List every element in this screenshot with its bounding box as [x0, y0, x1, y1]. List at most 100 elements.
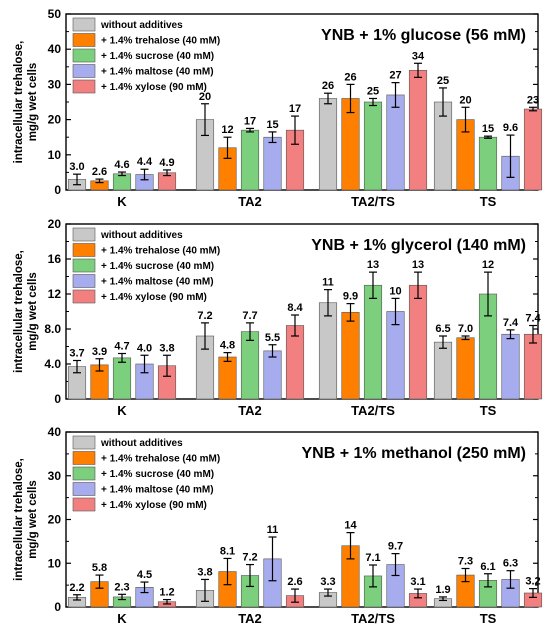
x-category-label: TS [480, 403, 497, 418]
legend-swatch [72, 497, 96, 512]
data-label: 26 [344, 71, 356, 83]
bar [240, 331, 260, 400]
x-category-label: TA2/TS [351, 403, 395, 418]
chart-panel: 0 4.0 8.0 12 16 20 intracellular trehalose, mg/… [13, 217, 543, 418]
data-label: 12 [482, 259, 494, 271]
bar [318, 302, 338, 400]
y-tick-label: 20 [48, 113, 62, 127]
data-label: 3.0 [69, 161, 84, 173]
legend-swatch [72, 227, 96, 242]
y-tick-label: 8.0 [44, 322, 61, 336]
data-label: 20 [459, 94, 471, 106]
data-label: 2.3 [114, 581, 129, 593]
bar [112, 173, 132, 191]
data-label: 2.2 [69, 582, 84, 594]
chart-panel: 0 10 20 30 40 intracellular trehalose, mg/g we… [13, 425, 543, 626]
legend-label: + 1.4% sucrose (40 mM) [101, 469, 214, 480]
data-label: 11 [322, 277, 334, 289]
bar [408, 284, 428, 400]
bar [433, 341, 453, 400]
data-label: 3.1 [410, 576, 425, 588]
legend-label: + 1.4% sucrose (40 mM) [101, 261, 214, 272]
y-tick-label: 50 [48, 7, 62, 21]
data-label: 9.7 [388, 541, 403, 553]
data-label: 4.7 [114, 341, 129, 353]
y-tick-label: 12 [48, 287, 62, 301]
data-label: 2.6 [287, 576, 302, 588]
bar [363, 284, 383, 400]
legend-label: + 1.4% maltose (40 mM) [101, 67, 214, 78]
bar [386, 94, 405, 191]
bar [501, 333, 520, 400]
y-tick-label: 0 [54, 600, 61, 614]
y-tick-label: 0 [54, 392, 61, 406]
bar [523, 333, 543, 400]
y-tick-label: 30 [48, 469, 62, 483]
x-category-label: TS [480, 611, 497, 626]
data-label: 25 [437, 75, 449, 87]
y-tick-label: 40 [48, 42, 62, 56]
data-label: 20 [199, 91, 211, 103]
data-label: 9.6 [503, 122, 518, 134]
data-label: 13 [412, 259, 424, 271]
bar [341, 312, 360, 400]
data-label: 17 [244, 115, 256, 127]
y-axis-label-line1: intracellular trehalose, [13, 41, 25, 164]
x-category-label: K [117, 194, 127, 209]
y-tick-label: 0 [54, 183, 61, 197]
data-label: 3.2 [525, 576, 540, 588]
legend-label: + 1.4% xylose (90 mM) [101, 500, 207, 511]
data-label: 25 [367, 85, 379, 97]
legend-swatch [72, 33, 96, 47]
data-label: 7.0 [458, 323, 473, 335]
legend-swatch [72, 64, 96, 78]
bar [523, 108, 543, 191]
y-tick-label: 20 [48, 217, 62, 231]
data-label: 14 [344, 520, 357, 532]
y-tick-label: 30 [48, 77, 62, 91]
y-tick-label: 10 [48, 556, 62, 570]
legend-swatch [72, 274, 96, 288]
x-category-label: TA2 [238, 403, 262, 418]
x-category-label: TS [480, 194, 497, 209]
data-label: 15 [266, 119, 278, 131]
data-label: 17 [289, 103, 301, 115]
legend-label: + 1.4% maltose (40 mM) [101, 485, 214, 496]
chart-title: YNB + 1% glycerol (140 mM) [311, 237, 526, 254]
legend-label: + 1.4% xylose (90 mM) [101, 82, 207, 93]
legend-label: without additives [100, 438, 183, 449]
bar [478, 136, 498, 191]
x-category-label: K [117, 611, 127, 626]
y-tick-label: 16 [48, 252, 62, 266]
y-axis-label-line1: intracellular trehalose, [13, 458, 25, 581]
bar [240, 129, 260, 191]
legend-swatch [72, 435, 96, 450]
legend-label: without additives [100, 20, 183, 31]
chart-title: YNB + 1% glucose (56 mM) [321, 27, 526, 44]
chart-title: YNB + 1% methanol (250 mM) [302, 445, 527, 462]
data-label: 3.3 [320, 576, 335, 588]
data-label: 23 [527, 94, 539, 106]
data-label: 8.1 [220, 545, 235, 557]
y-axis-label-line1: intracellular trehalose, [13, 250, 25, 373]
bar [363, 101, 383, 191]
data-label: 15 [482, 123, 494, 135]
x-category-label: TA2 [238, 194, 262, 209]
y-tick-label: 40 [48, 425, 62, 439]
data-label: 12 [221, 124, 233, 136]
x-category-label: TA2 [238, 611, 262, 626]
y-tick-label: 20 [48, 513, 62, 527]
legend-label: + 1.4% xylose (90 mM) [101, 292, 207, 303]
legend-label: + 1.4% trehalose (40 mM) [101, 246, 220, 257]
data-label: 3.8 [159, 342, 174, 354]
data-label: 5.5 [265, 332, 280, 344]
data-label: 3.7 [69, 348, 84, 360]
data-label: 27 [389, 70, 401, 82]
legend-swatch [72, 17, 96, 32]
x-category-label: TA2/TS [351, 611, 395, 626]
legend-swatch [72, 466, 96, 481]
legend-swatch [72, 482, 96, 496]
data-label: 8.4 [287, 302, 303, 314]
bar [408, 70, 428, 191]
